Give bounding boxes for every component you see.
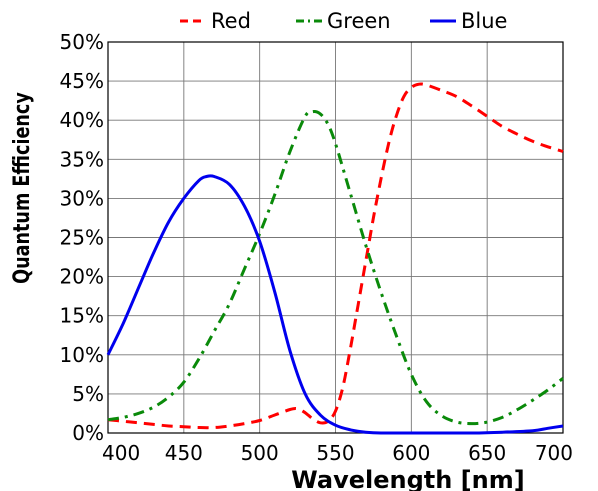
x-axis-title: Wavelength [nm] bbox=[291, 466, 524, 491]
x-tick-label: 650 bbox=[468, 441, 506, 465]
y-tick-label: 5% bbox=[72, 382, 104, 406]
y-tick-label: 10% bbox=[60, 343, 104, 367]
legend-label-red: Red bbox=[211, 9, 251, 33]
series-line-blue bbox=[106, 174, 564, 435]
series-line-red bbox=[107, 82, 564, 430]
x-tick-label: 500 bbox=[241, 441, 279, 465]
y-tick-label: 25% bbox=[60, 226, 104, 250]
y-axis-title: Quantum Efficiency bbox=[9, 92, 34, 284]
y-tick-label: 50% bbox=[60, 30, 104, 54]
y-tick-label: 0% bbox=[72, 421, 104, 445]
y-tick-label: 30% bbox=[60, 186, 104, 210]
y-tick-label: 35% bbox=[60, 147, 104, 171]
y-tick-labels: 0% 5% 10% 15% 20% 25% 30% 35% 40% 45% 50% bbox=[60, 30, 104, 445]
series-layer bbox=[106, 82, 564, 435]
legend: Red Green Blue bbox=[180, 9, 507, 33]
x-tick-labels: 400 450 500 550 600 650 700 bbox=[102, 441, 573, 465]
y-tick-label: 40% bbox=[60, 108, 104, 132]
legend-label-blue: Blue bbox=[461, 9, 507, 33]
y-tick-label: 45% bbox=[60, 69, 104, 93]
legend-label-green: Green bbox=[327, 9, 391, 33]
y-tick-label: 15% bbox=[60, 304, 104, 328]
x-tick-label: 450 bbox=[165, 441, 203, 465]
x-tick-label: 550 bbox=[316, 441, 354, 465]
plot-frame bbox=[107, 41, 564, 434]
y-tick-label: 20% bbox=[60, 265, 104, 289]
x-tick-label: 600 bbox=[392, 441, 430, 465]
x-tick-label: 400 bbox=[102, 441, 140, 465]
x-tick-label: 700 bbox=[535, 441, 573, 465]
